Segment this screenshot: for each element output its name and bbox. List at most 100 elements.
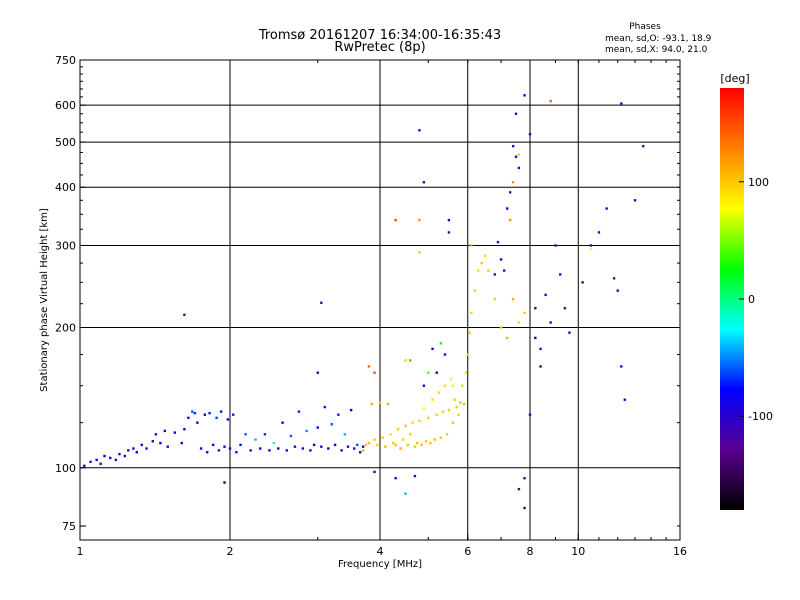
data-point bbox=[277, 447, 280, 450]
data-point bbox=[89, 460, 92, 464]
x-tick-label: 6 bbox=[464, 545, 471, 558]
axis-ticks: 1 2 4 6 8 10 16 75 100 200 300 400 500 600 750 bbox=[55, 54, 687, 558]
data-point bbox=[534, 336, 537, 340]
data-point bbox=[399, 447, 402, 450]
data-point bbox=[483, 254, 487, 258]
y-tick-label: 750 bbox=[55, 54, 76, 67]
data-point bbox=[285, 449, 288, 452]
data-point bbox=[470, 311, 473, 315]
x-tick-label: 8 bbox=[527, 545, 534, 558]
data-point bbox=[451, 384, 455, 387]
x-axis-label: Frequency [MHz] bbox=[338, 559, 422, 570]
data-point bbox=[623, 398, 627, 401]
y-tick-label: 600 bbox=[55, 99, 76, 112]
data-point bbox=[364, 443, 368, 447]
data-point bbox=[505, 207, 509, 210]
data-point bbox=[443, 384, 447, 387]
y-tick-label: 400 bbox=[55, 181, 76, 194]
data-point bbox=[316, 371, 319, 374]
data-point bbox=[183, 313, 186, 316]
data-point bbox=[259, 447, 262, 450]
data-point bbox=[605, 207, 608, 210]
data-point bbox=[447, 408, 451, 412]
data-point bbox=[254, 438, 257, 441]
data-point bbox=[249, 449, 252, 452]
data-point bbox=[187, 416, 190, 420]
data-point bbox=[559, 273, 562, 276]
chart-title-line-2: RwPretec (8p) bbox=[334, 40, 425, 55]
data-point bbox=[297, 410, 301, 413]
data-point bbox=[496, 240, 500, 244]
data-point bbox=[281, 421, 284, 424]
data-point bbox=[642, 144, 645, 148]
data-point bbox=[549, 321, 552, 324]
data-point bbox=[378, 401, 382, 404]
colorbar-ticks: 100 0 -100 bbox=[739, 176, 773, 423]
data-point bbox=[404, 492, 407, 495]
data-point bbox=[404, 424, 407, 428]
data-point bbox=[418, 218, 421, 222]
data-point bbox=[443, 353, 447, 356]
x-tick-label: 4 bbox=[377, 545, 384, 558]
data-point bbox=[523, 476, 526, 480]
data-point bbox=[373, 371, 376, 374]
data-point bbox=[447, 218, 451, 222]
data-point bbox=[418, 129, 421, 132]
data-point bbox=[154, 433, 158, 436]
y-tick-label: 200 bbox=[55, 322, 76, 335]
data-point bbox=[435, 413, 438, 416]
data-point bbox=[349, 408, 353, 412]
data-point bbox=[568, 331, 571, 334]
data-point bbox=[272, 441, 276, 445]
data-point bbox=[413, 445, 417, 448]
data-point bbox=[422, 407, 426, 410]
data-point bbox=[373, 470, 376, 474]
data-point bbox=[135, 451, 138, 454]
data-point bbox=[437, 391, 441, 394]
data-point bbox=[183, 428, 186, 431]
stats-x-mode: mean, sd,X: 94.0, 21.0 bbox=[605, 45, 708, 55]
data-point bbox=[211, 443, 215, 447]
data-point bbox=[589, 244, 593, 247]
data-point bbox=[394, 218, 397, 222]
data-point bbox=[409, 359, 412, 362]
data-point bbox=[493, 273, 497, 276]
data-point bbox=[431, 347, 434, 351]
data-point bbox=[320, 301, 323, 304]
y-tick-label: 100 bbox=[55, 462, 76, 475]
data-point bbox=[268, 449, 271, 452]
data-point bbox=[309, 449, 312, 452]
data-point bbox=[373, 438, 376, 441]
data-point bbox=[361, 445, 365, 448]
data-point bbox=[358, 451, 362, 454]
data-point bbox=[461, 384, 464, 387]
data-point bbox=[151, 440, 155, 443]
data-point bbox=[228, 447, 232, 450]
data-point bbox=[447, 231, 451, 234]
data-point bbox=[511, 298, 515, 301]
colorbar-tick-label: -100 bbox=[748, 410, 773, 423]
data-point bbox=[330, 423, 333, 426]
data-point bbox=[289, 434, 293, 438]
data-point bbox=[95, 458, 98, 462]
data-point bbox=[433, 438, 436, 441]
data-point bbox=[316, 426, 319, 429]
data-point bbox=[384, 445, 387, 448]
data-point bbox=[424, 440, 428, 443]
data-point bbox=[381, 436, 384, 439]
data-point bbox=[445, 433, 449, 436]
data-point bbox=[581, 281, 584, 284]
data-point bbox=[439, 342, 443, 345]
data-point bbox=[493, 298, 497, 301]
data-point bbox=[470, 244, 473, 247]
data-point bbox=[203, 413, 206, 416]
data-point bbox=[394, 443, 397, 447]
x-tick-label: 16 bbox=[673, 545, 687, 558]
data-point bbox=[301, 447, 305, 450]
data-point bbox=[563, 307, 567, 310]
data-point bbox=[166, 445, 169, 448]
data-point bbox=[427, 371, 430, 374]
data-point bbox=[523, 506, 526, 510]
data-point bbox=[480, 261, 483, 265]
data-point bbox=[386, 402, 390, 406]
